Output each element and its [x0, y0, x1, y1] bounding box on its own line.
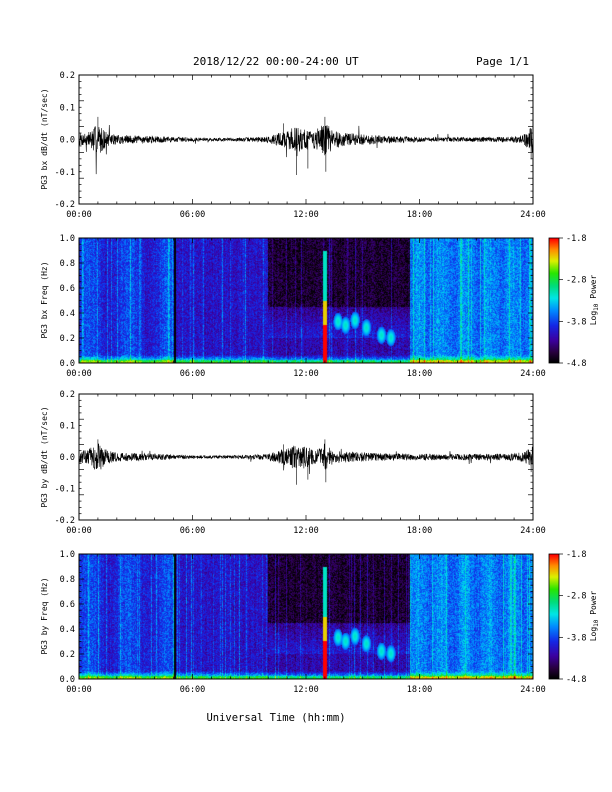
x-tick-label: 00:00	[66, 526, 92, 536]
panel-by-spectrogram: 1.0 0.8 0.6 0.4 0.2 0.0 00:00 06:00 12:00 18:00 2…	[40, 550, 546, 695]
x-tick-label: 06:00	[180, 526, 206, 536]
x-tick-label: 24:00	[520, 210, 546, 220]
y-tick-label: 0.6	[60, 600, 75, 610]
x-tick-label: 00:00	[66, 369, 92, 379]
colorbar-top-label: Log10 Power	[589, 275, 600, 326]
by-dbdt-trace	[78, 439, 534, 485]
x-tick-label: 12:00	[293, 210, 319, 220]
colorbar-bottom-image	[549, 554, 559, 679]
colorbar-tick-label: -1.8	[566, 234, 586, 244]
bx-freq-x-ticks: 00:00 06:00 12:00 18:00 24:00	[66, 238, 546, 379]
trace-line	[78, 439, 534, 485]
x-axis-title: Universal Time (hh:mm)	[206, 712, 345, 724]
by-freq-y-ticks: 1.0 0.8 0.6 0.4 0.2 0.0	[60, 550, 533, 685]
x-tick-label: 24:00	[520, 685, 546, 695]
y-tick-label: 0.0	[60, 136, 75, 146]
colorbar-bottom-frame	[548, 553, 560, 680]
x-tick-label: 18:00	[407, 685, 433, 695]
x-tick-label: 18:00	[407, 210, 433, 220]
y-tick-label: 0.1	[60, 103, 75, 113]
page-title: 2018/12/22 00:00-24:00 UT	[193, 55, 359, 68]
colorbar-tick-label: -3.8	[566, 317, 586, 327]
x-tick-label: 24:00	[520, 526, 546, 536]
y-tick-label: 0.4	[60, 309, 75, 319]
colorbar-tick-label: -4.8	[566, 675, 586, 685]
x-tick-label: 24:00	[520, 369, 546, 379]
y-tick-label: 0.2	[60, 334, 75, 344]
by-dbdt-y-label: PG3 by dB/dt (nT/sec)	[40, 406, 49, 507]
x-tick-label: 12:00	[293, 526, 319, 536]
y-tick-label: 0.0	[60, 675, 75, 685]
bx-dbdt-trace	[78, 116, 534, 175]
y-tick-label: 0.1	[60, 422, 75, 432]
colorbar-tick-label: -2.8	[566, 592, 586, 602]
by-dbdt-y-ticks: 0.2 0.1 0.0 -0.1 -0.2	[55, 390, 533, 526]
x-tick-label: 06:00	[180, 210, 206, 220]
bx-freq-y-label: PG3 bx Freq (Hz)	[40, 261, 49, 338]
panel-by-dbdt: 0.2 0.1 0.0 -0.1 -0.2 00:00 06:00 12:00 18:00 24…	[40, 390, 546, 536]
y-tick-label: 1.0	[60, 550, 75, 560]
colorbar-top-image	[549, 238, 559, 363]
y-tick-label: 0.2	[60, 390, 75, 400]
y-tick-label: 0.2	[60, 71, 75, 81]
trace-line	[78, 116, 534, 175]
colorbar-bottom-ticks: -1.8 -2.8 -3.8 -4.8	[559, 550, 586, 685]
x-tick-label: 12:00	[293, 369, 319, 379]
colorbar-top-ticks: -1.8 -2.8 -3.8 -4.8	[559, 234, 586, 369]
colorbar-tick-label: -4.8	[566, 359, 586, 369]
y-tick-label: 1.0	[60, 234, 75, 244]
colorbar-bottom-label: Log10 Power	[589, 591, 600, 642]
by-freq-y-label: PG3 by Freq (Hz)	[40, 577, 49, 654]
y-tick-label: 0.6	[60, 284, 75, 294]
bx-dbdt-y-label: PG3 bx dB/dt (nT/sec)	[40, 88, 49, 189]
x-tick-label: 06:00	[180, 685, 206, 695]
y-tick-label: 0.8	[60, 575, 75, 585]
y-tick-label: -0.2	[55, 200, 75, 210]
by-freq-x-ticks: 00:00 06:00 12:00 18:00 24:00	[66, 554, 546, 695]
bx-spectrogram-image	[79, 238, 533, 363]
x-tick-label: 12:00	[293, 685, 319, 695]
y-tick-label: 0.0	[60, 453, 75, 463]
colorbar-tick-label: -1.8	[566, 550, 586, 560]
by-spectrogram-image	[79, 554, 533, 679]
bx-dbdt-x-ticks: 00:00 06:00 12:00 18:00 24:00	[66, 75, 546, 220]
y-tick-label: 0.2	[60, 650, 75, 660]
y-tick-label: -0.1	[55, 168, 75, 178]
by-dbdt-x-ticks: 00:00 06:00 12:00 18:00 24:00	[66, 394, 546, 536]
colorbar-bottom: -1.8 -2.8 -3.8 -4.8 Log10 Power	[548, 550, 600, 685]
x-tick-label: 00:00	[66, 685, 92, 695]
colorbar-tick-label: -2.8	[566, 276, 586, 286]
y-tick-label: -0.2	[55, 516, 75, 526]
x-tick-label: 06:00	[180, 369, 206, 379]
y-tick-label: -0.1	[55, 485, 75, 495]
colorbar-top-frame	[548, 237, 560, 364]
bx-freq-y-ticks: 1.0 0.8 0.6 0.4 0.2 0.0	[60, 234, 533, 369]
bx-dbdt-y-ticks: 0.2 0.1 0.0 -0.1 -0.2	[55, 71, 533, 210]
page-number: Page 1/1	[476, 55, 529, 68]
y-tick-label: 0.0	[60, 359, 75, 369]
colorbar-top: -1.8 -2.8 -3.8 -4.8 Log10 Power	[548, 234, 600, 369]
x-tick-label: 00:00	[66, 210, 92, 220]
y-tick-label: 0.8	[60, 259, 75, 269]
x-tick-label: 18:00	[407, 369, 433, 379]
panel-bx-spectrogram: 1.0 0.8 0.6 0.4 0.2 0.0 00:00 06:00 12:00 18:00 2…	[40, 234, 546, 379]
colorbar-tick-label: -3.8	[566, 633, 586, 643]
y-tick-label: 0.4	[60, 625, 75, 635]
x-tick-label: 18:00	[407, 526, 433, 536]
panel-bx-dbdt: 0.2 0.1 0.0 -0.1 -0.2 00:00 06:00 12:00 18:00 24…	[40, 71, 546, 220]
